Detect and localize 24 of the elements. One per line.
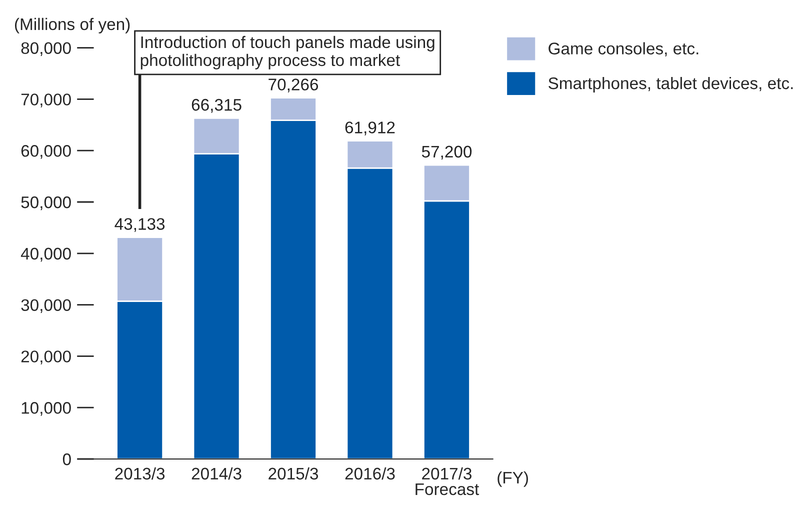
y-tick-label: 60,000 bbox=[21, 145, 71, 159]
legend-label: Game consoles, etc. bbox=[548, 42, 698, 56]
y-tick-label: 70,000 bbox=[21, 94, 71, 108]
total-label: 57,200 bbox=[422, 146, 472, 160]
y-tick-label: 80,000 bbox=[21, 42, 71, 56]
total-label: 66,315 bbox=[192, 98, 242, 113]
total-label: 61,912 bbox=[345, 122, 395, 136]
y-tick-label: 10,000 bbox=[22, 402, 71, 416]
y-tick-label: 40,000 bbox=[20, 248, 71, 262]
y-tick-label: 30,000 bbox=[21, 299, 71, 313]
legend-label: Smartphones, tablet devices, etc. bbox=[548, 76, 793, 93]
total-label: 43,133 bbox=[114, 218, 165, 232]
x-axis-title: (FY) bbox=[498, 471, 528, 487]
x-tick-label: 2016/3 bbox=[345, 467, 395, 480]
total-label: 70,266 bbox=[268, 78, 318, 92]
y-tick-label: 20,000 bbox=[21, 350, 71, 364]
y-tick-label: 0 bbox=[62, 453, 71, 466]
x-tick-label: 2017/3 Forecast bbox=[416, 467, 480, 496]
annotation: Introduction of touch panels made using photolithography process to market bbox=[140, 36, 434, 70]
y-tick-label: 50,000 bbox=[21, 196, 71, 210]
x-tick-label: 2015/3 bbox=[268, 467, 318, 480]
y-axis-title: (Millions of yen) bbox=[15, 18, 130, 34]
x-tick-label: 2014/3 bbox=[192, 467, 242, 480]
x-tick-label: 2013/3 bbox=[115, 467, 165, 480]
